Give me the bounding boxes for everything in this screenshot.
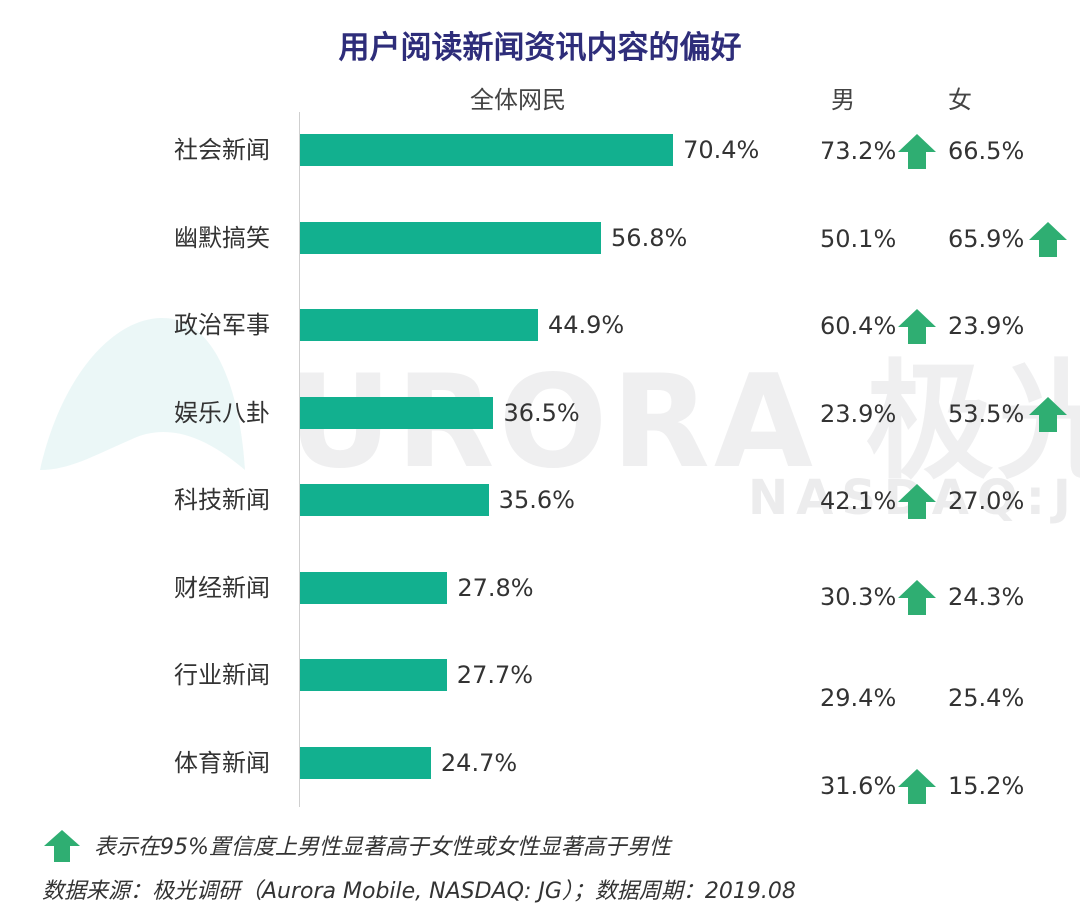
male-value: 31.6% xyxy=(820,771,897,800)
bar-value-label: 70.4% xyxy=(683,136,760,164)
chart-title: 用户阅读新闻资讯内容的偏好 xyxy=(338,30,742,66)
significance-arrow-icon xyxy=(898,309,936,344)
male-value: 50.1% xyxy=(820,224,897,253)
male-value: 30.3% xyxy=(820,582,897,611)
significance-arrow-icon xyxy=(898,484,936,519)
bar-value-label: 36.5% xyxy=(503,398,580,427)
significance-arrow-icon xyxy=(898,134,936,169)
bar-all xyxy=(300,659,447,691)
bar-all xyxy=(300,134,674,166)
category-label: 财经新闻 xyxy=(174,573,270,602)
category-label: 行业新闻 xyxy=(174,661,270,689)
female-value: 25.4% xyxy=(948,684,1025,712)
female-value: 23.9% xyxy=(948,312,1025,340)
significance-arrow-icon xyxy=(898,579,936,615)
y-axis-line xyxy=(299,112,300,807)
male-value: 73.2% xyxy=(820,137,897,165)
male-value: 42.1% xyxy=(820,487,897,515)
bar-value-label: 56.8% xyxy=(611,223,688,252)
bar-value-label: 35.6% xyxy=(498,486,575,514)
female-value: 53.5% xyxy=(948,399,1025,428)
category-label: 娱乐八卦 xyxy=(174,398,270,427)
significance-arrow-icon xyxy=(1029,221,1067,257)
bar-all xyxy=(300,309,538,341)
bar-value-label: 24.7% xyxy=(440,748,518,777)
significance-arrow-icon xyxy=(1029,396,1067,432)
bar-all xyxy=(300,571,448,604)
male-value: 23.9% xyxy=(820,399,897,428)
column-header-all: 全体网民 xyxy=(470,86,566,114)
column-header-female: 女 xyxy=(948,86,972,114)
bar-value-label: 44.9% xyxy=(547,311,625,339)
male-value: 29.4% xyxy=(820,684,897,712)
female-value: 15.2% xyxy=(948,771,1025,800)
bar-value-label: 27.7% xyxy=(456,661,534,689)
bar-all xyxy=(300,396,494,429)
data-source: 数据来源：极光调研（Aurora Mobile, NASDAQ: JG）；数据周… xyxy=(42,879,796,904)
category-label: 科技新闻 xyxy=(174,486,270,514)
category-label: 幽默搞笑 xyxy=(174,223,270,252)
category-label: 社会新闻 xyxy=(174,136,270,164)
female-value: 27.0% xyxy=(948,487,1025,515)
legend-note: 表示在95%置信度上男性显著高于女性或女性显著高于男性 xyxy=(94,835,671,860)
female-value: 65.9% xyxy=(948,224,1025,253)
bar-all xyxy=(300,746,431,779)
category-label: 政治军事 xyxy=(174,311,270,339)
category-label: 体育新闻 xyxy=(174,748,270,777)
bar-value-label: 27.8% xyxy=(457,573,534,602)
female-value: 24.3% xyxy=(948,582,1025,611)
bar-all xyxy=(300,221,602,254)
significance-arrow-icon xyxy=(898,768,936,804)
male-value: 60.4% xyxy=(820,312,897,340)
bar-all xyxy=(300,484,489,516)
legend-arrow-icon xyxy=(44,830,80,862)
female-value: 66.5% xyxy=(948,137,1025,165)
column-header-male: 男 xyxy=(831,86,855,114)
